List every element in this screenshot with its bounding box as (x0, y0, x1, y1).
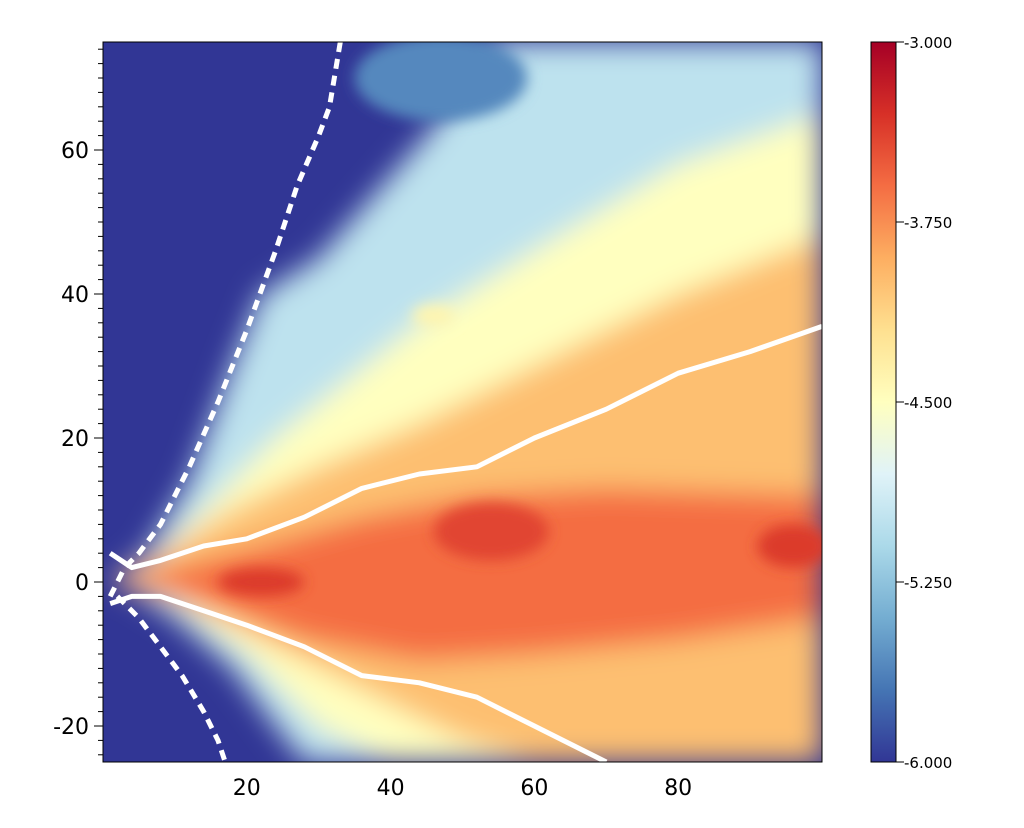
y-tick-label: -20 (53, 715, 89, 740)
colorbar-tick-label: -6.000 (904, 754, 952, 772)
field-blob-core-hotspot-right (757, 524, 822, 568)
y-tick-label: 60 (61, 139, 89, 164)
y-tick-label: 0 (75, 571, 89, 596)
colorbar-tick-label: -3.000 (904, 34, 952, 52)
contour-line-dashed-0 (107, 42, 343, 598)
field-blob-core-hotspot-mid (433, 502, 549, 561)
y-tick-label: 20 (61, 427, 89, 452)
x-axis: 20 40 60 80 (233, 776, 692, 801)
field-blob-core-hotspot-left (218, 567, 305, 597)
x-tick-label: 20 (233, 776, 261, 801)
field-region-disk-core (110, 488, 822, 662)
colorbar: -6.000 -5.250 -4.500 -3.750 -3.000 (870, 34, 952, 772)
field-blob-upper-blue-lobe (354, 42, 528, 122)
colorbar-gradient (870, 41, 897, 763)
x-tick-label: 80 (664, 776, 692, 801)
contour-line-dashed-1 (115, 594, 228, 762)
plot-frame (102, 41, 823, 763)
plot-area (103, 42, 822, 762)
contour-line-solid-2 (108, 324, 822, 571)
colorbar-tick-label: -3.750 (904, 214, 952, 232)
x-tick-label: 60 (520, 776, 548, 801)
colorbar-tick-label: -5.250 (904, 574, 952, 592)
colorbar-tick-label: -4.500 (904, 394, 952, 412)
field-blob-filament-blob (412, 304, 456, 327)
y-tick-label: 40 (61, 283, 89, 308)
contour-line-solid-3 (109, 593, 608, 762)
y-axis: -20 0 20 40 60 (53, 48, 103, 756)
x-tick-label: 40 (377, 776, 405, 801)
